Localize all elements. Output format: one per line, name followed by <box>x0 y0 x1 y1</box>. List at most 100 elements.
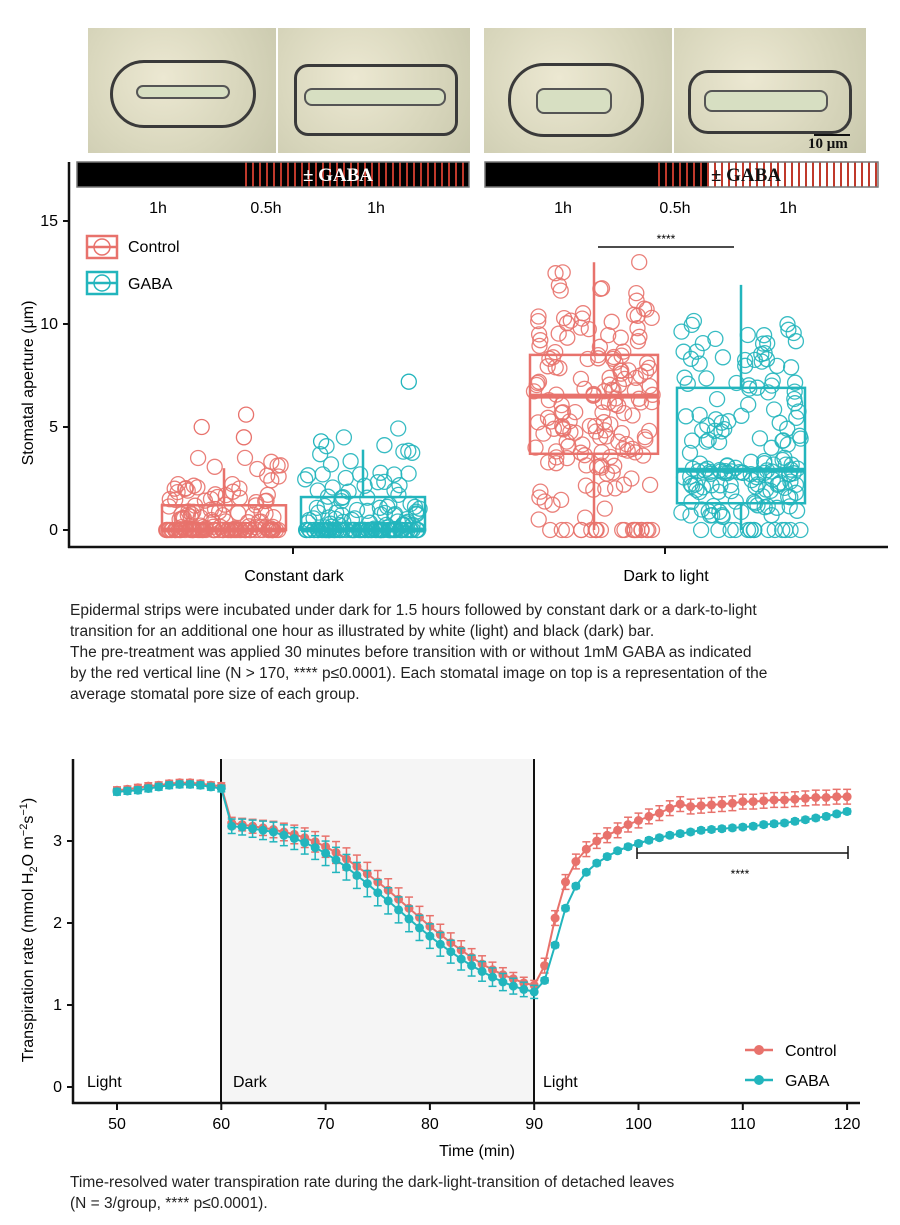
data-point <box>359 502 376 520</box>
data-point <box>691 406 708 424</box>
legend-gaba-label: GABA <box>785 1073 830 1090</box>
x-tick-label: 50 <box>108 1116 126 1133</box>
data-point <box>615 476 633 493</box>
data-point <box>342 453 359 470</box>
outlier-point <box>400 373 417 390</box>
legend-control-label: Control <box>785 1043 837 1060</box>
data-point <box>202 501 220 518</box>
data-point <box>811 793 821 802</box>
data-point <box>264 518 281 536</box>
data-point <box>686 827 696 837</box>
data-point <box>782 359 800 376</box>
data-point <box>800 793 810 803</box>
data-point <box>707 825 716 834</box>
data-point <box>665 803 675 813</box>
phase-label-dark: Dark <box>233 1074 268 1091</box>
data-point <box>597 480 614 497</box>
data-point <box>754 335 772 352</box>
data-point <box>576 447 593 464</box>
data-point <box>383 896 393 906</box>
data-point <box>297 471 314 488</box>
data-point <box>629 320 646 337</box>
data-point <box>727 493 744 510</box>
data-point <box>331 855 341 865</box>
data-point <box>738 797 748 807</box>
data-point <box>780 795 789 805</box>
data-point <box>779 316 796 333</box>
data-point <box>596 422 614 439</box>
y-tick-label: 15 <box>40 213 58 230</box>
data-point <box>258 492 275 509</box>
data-point <box>631 253 648 271</box>
data-point <box>768 499 786 516</box>
data-point <box>550 940 560 950</box>
data-point <box>832 792 842 802</box>
box-gaba-0 <box>297 373 428 539</box>
data-point <box>623 820 633 830</box>
data-point <box>707 800 716 810</box>
data-point <box>177 479 195 497</box>
data-point <box>749 476 766 493</box>
data-point <box>542 413 560 430</box>
data-point <box>574 305 592 322</box>
data-point <box>536 493 553 510</box>
legend-control-label: Control <box>128 239 180 256</box>
data-point <box>606 457 623 474</box>
data-point <box>698 370 715 387</box>
data-point <box>790 816 800 826</box>
data-point <box>696 825 706 835</box>
stoma-image-gaba-light: 10 μm <box>674 28 866 153</box>
x-tick-label: 80 <box>421 1116 439 1133</box>
data-point <box>842 792 852 802</box>
data-point <box>692 521 710 539</box>
data-point <box>194 518 212 536</box>
data-point <box>644 811 654 821</box>
data-point <box>446 947 456 957</box>
x-axis-label: Time (min) <box>439 1143 515 1160</box>
data-point <box>633 521 650 539</box>
x-tick-label: 120 <box>834 1116 861 1133</box>
data-point <box>321 848 331 858</box>
data-point <box>742 521 759 539</box>
data-point <box>592 858 602 868</box>
data-point <box>371 499 389 516</box>
data-point <box>675 799 685 809</box>
data-point <box>771 414 788 431</box>
data-point <box>143 784 153 793</box>
data-point <box>189 449 207 467</box>
data-point <box>800 815 810 825</box>
data-point <box>791 427 808 444</box>
data-point <box>677 408 695 425</box>
y-tick-label: 5 <box>49 419 58 436</box>
data-point <box>376 473 393 491</box>
data-point <box>688 481 705 499</box>
data-point <box>593 443 610 461</box>
data-point <box>613 825 623 835</box>
data-point <box>786 390 803 408</box>
data-point <box>768 357 786 375</box>
data-point <box>632 367 649 384</box>
data-point <box>531 489 548 506</box>
data-point <box>717 824 727 834</box>
data-point <box>759 820 769 830</box>
data-point <box>579 350 596 368</box>
data-point <box>780 321 797 338</box>
data-point <box>164 780 174 790</box>
data-point <box>644 835 654 845</box>
data-point <box>629 307 646 324</box>
treatment-label-2: ± GABA <box>711 165 781 186</box>
data-point <box>740 396 757 413</box>
y-tick-label: 2 <box>53 915 62 932</box>
data-point <box>400 442 417 459</box>
data-point <box>634 447 652 464</box>
data-point <box>554 418 571 435</box>
data-point <box>185 477 202 494</box>
data-point <box>574 436 591 453</box>
data-point <box>708 390 726 408</box>
data-point <box>249 460 266 478</box>
y-label-part: s <box>20 816 37 824</box>
data-point <box>759 335 776 352</box>
data-point <box>602 448 619 466</box>
data-point <box>790 794 800 804</box>
data-point <box>685 312 703 330</box>
